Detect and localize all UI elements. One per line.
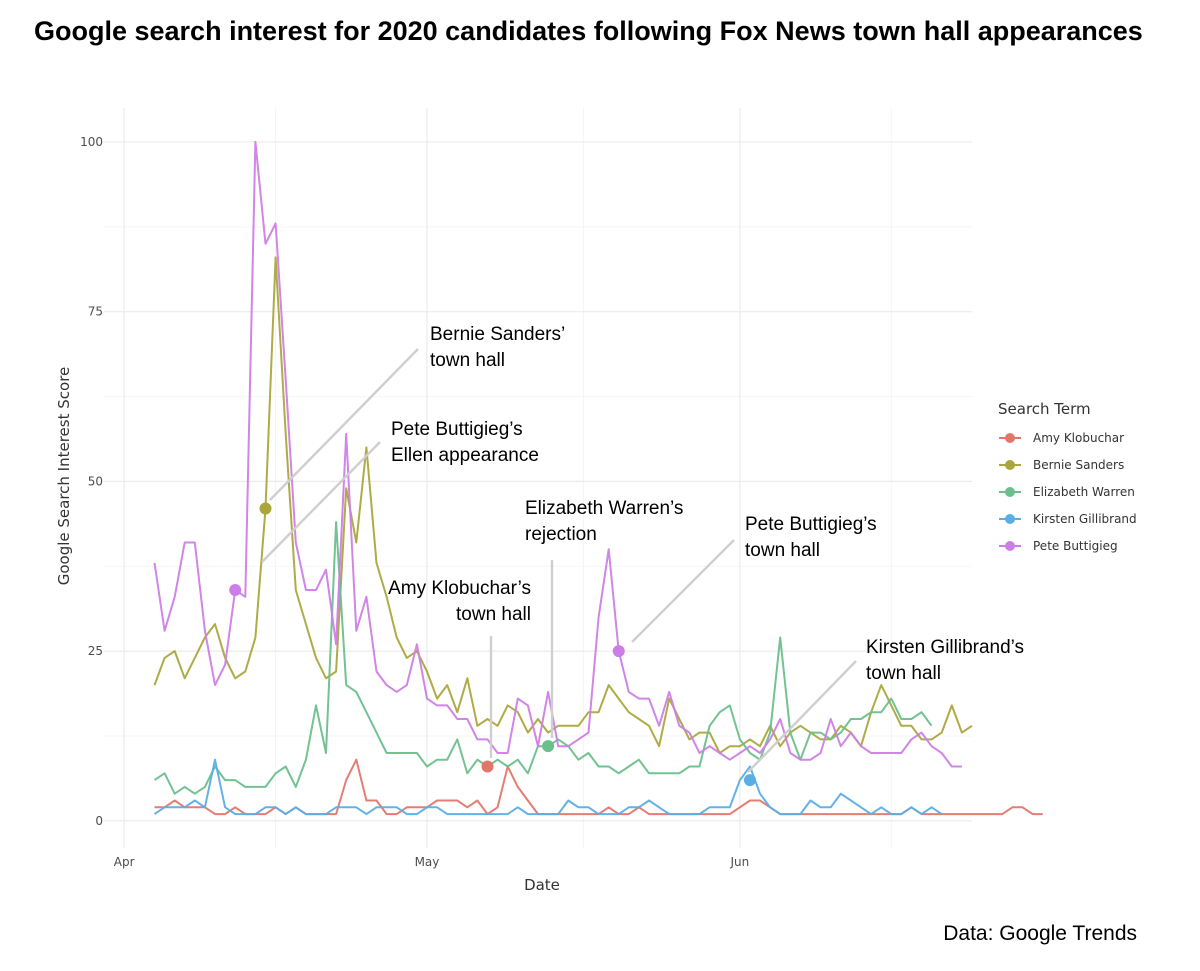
legend-label: Bernie Sanders [1033, 458, 1124, 472]
annotation-connector [261, 441, 381, 563]
legend-label: Amy Klobuchar [1033, 431, 1124, 445]
y-tick-label: 75 [88, 305, 103, 319]
annotation-label: Pete Buttigieg’s [391, 419, 523, 440]
highlight-point [481, 760, 494, 773]
y-tick-label: 0 [95, 814, 103, 828]
x-axis-title: Date [524, 876, 560, 894]
x-tick-label: Jun [729, 855, 749, 869]
legend-item: Amy Klobuchar [999, 431, 1124, 445]
legend-key-point [1005, 541, 1015, 551]
legend-label: Elizabeth Warren [1033, 485, 1135, 499]
legend-item: Pete Buttigieg [999, 539, 1118, 553]
chart-title: Google search interest for 2020 candidat… [34, 16, 1143, 46]
highlight-point [743, 774, 756, 787]
annotation-label: town hall [430, 350, 505, 371]
annotation-label: Elizabeth Warren’s [525, 498, 683, 519]
series-line-kirsten-gillibrand [153, 758, 943, 816]
annotation-connector [631, 539, 735, 643]
annotation-label: town hall [456, 604, 531, 625]
annotation-label: Ellen appearance [391, 445, 539, 466]
y-tick-label: 25 [88, 644, 103, 658]
annotation-label: town hall [866, 663, 941, 684]
annotation-connector [269, 348, 419, 501]
grid-lines [104, 108, 972, 848]
series-line-amy-klobuchar [154, 758, 1043, 816]
x-tick-label: Apr [114, 855, 135, 869]
y-tick-label: 50 [88, 474, 103, 488]
x-tick-label: May [415, 855, 440, 869]
legend-label: Pete Buttigieg [1033, 539, 1118, 553]
annotation-connector [747, 660, 857, 773]
legend-key-point [1005, 487, 1015, 497]
legend-key-point [1005, 460, 1015, 470]
legend: Search Term Amy Klobuchar Bernie Sanders El… [998, 400, 1137, 553]
axes: 0 25 50 75 100 Apr May Jun Date Google Search Int… [55, 135, 749, 894]
legend-key-point [1005, 433, 1015, 443]
legend-item: Bernie Sanders [999, 458, 1124, 472]
highlight-point [229, 584, 242, 597]
highlight-points [229, 502, 756, 787]
annotation-label: Amy Klobuchar’s [388, 578, 531, 599]
highlight-point [259, 502, 272, 515]
data-source-note: Data: Google Trends [943, 922, 1137, 945]
y-tick-label: 100 [80, 135, 103, 149]
series-lines [153, 140, 1043, 816]
series-line-pete-buttigieg [153, 140, 962, 768]
highlight-point [542, 740, 555, 753]
y-axis-title: Google Search Interest Score [55, 367, 73, 586]
annotation-label: rejection [525, 524, 597, 545]
legend-label: Kirsten Gillibrand [1033, 512, 1137, 526]
annotation-connectors [261, 348, 857, 773]
annotation-label: Bernie Sanders’ [430, 324, 565, 345]
annotation-label: Kirsten Gillibrand’s [866, 637, 1024, 658]
annotation-label: town hall [745, 540, 820, 561]
series-line-elizabeth-warren [153, 521, 933, 795]
annotation-label: Pete Buttigieg’s [745, 514, 877, 535]
legend-item: Kirsten Gillibrand [999, 512, 1137, 526]
legend-title: Search Term [998, 400, 1091, 418]
highlight-point [612, 645, 625, 658]
annotations: Bernie Sanders’ town hall Pete Buttigieg’s… [388, 324, 1024, 684]
legend-item: Elizabeth Warren [999, 485, 1135, 499]
legend-key-point [1005, 514, 1015, 524]
